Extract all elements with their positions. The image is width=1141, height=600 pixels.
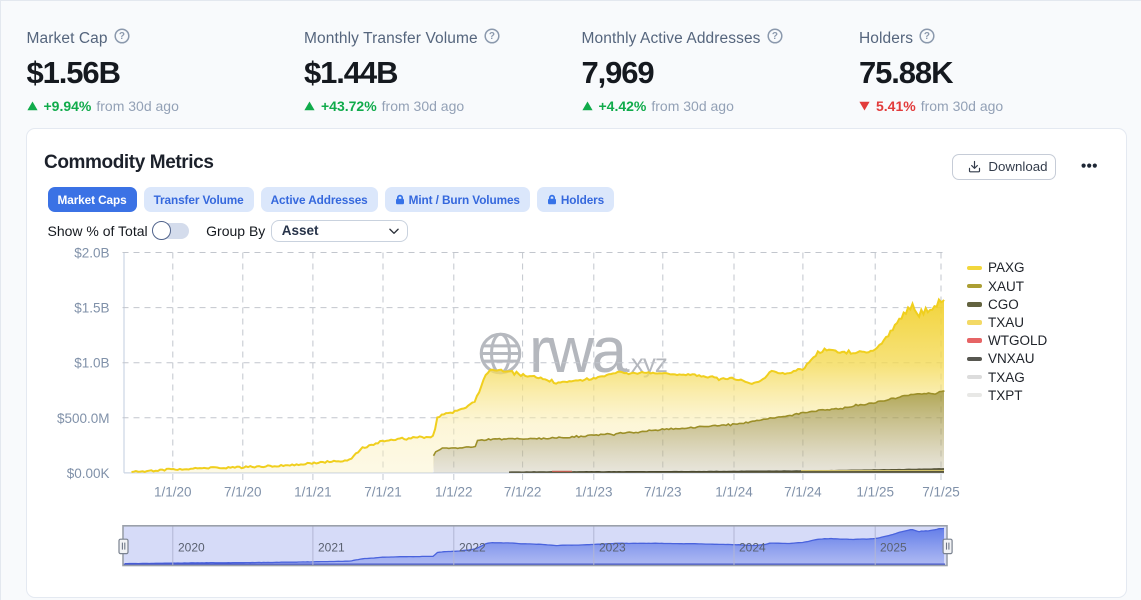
svg-text:2021: 2021 [318,541,345,555]
svg-text:7/1/22: 7/1/22 [504,485,542,500]
svg-text:$1.5B: $1.5B [74,301,109,316]
svg-text:7/1/24: 7/1/24 [784,485,822,500]
svg-text:1/1/21: 1/1/21 [294,485,332,500]
svg-text:1/1/23: 1/1/23 [575,485,613,500]
svg-text:1/1/20: 1/1/20 [154,485,192,500]
svg-text:$1.0B: $1.0B [74,356,109,371]
svg-text:?: ? [771,31,777,42]
svg-text:7/1/23: 7/1/23 [644,485,682,500]
svg-text:2022: 2022 [459,541,486,555]
svg-text:?: ? [924,31,930,42]
svg-text:?: ? [119,31,125,42]
svg-text:7/1/25: 7/1/25 [922,485,960,500]
svg-text:1/1/24: 1/1/24 [715,485,753,500]
svg-text:2024: 2024 [739,541,766,555]
svg-text:2023: 2023 [599,541,626,555]
svg-text:2025: 2025 [880,541,907,555]
svg-text:2020: 2020 [178,541,205,555]
svg-text:7/1/21: 7/1/21 [364,485,402,500]
svg-text:1/1/25: 1/1/25 [856,485,894,500]
svg-text:$2.0B: $2.0B [74,246,109,261]
svg-text:1/1/22: 1/1/22 [435,485,473,500]
svg-text:7/1/20: 7/1/20 [224,485,262,500]
svg-text:$0.00K: $0.00K [67,466,110,481]
svg-text:$500.0M: $500.0M [57,411,110,426]
svg-text:?: ? [489,31,495,42]
